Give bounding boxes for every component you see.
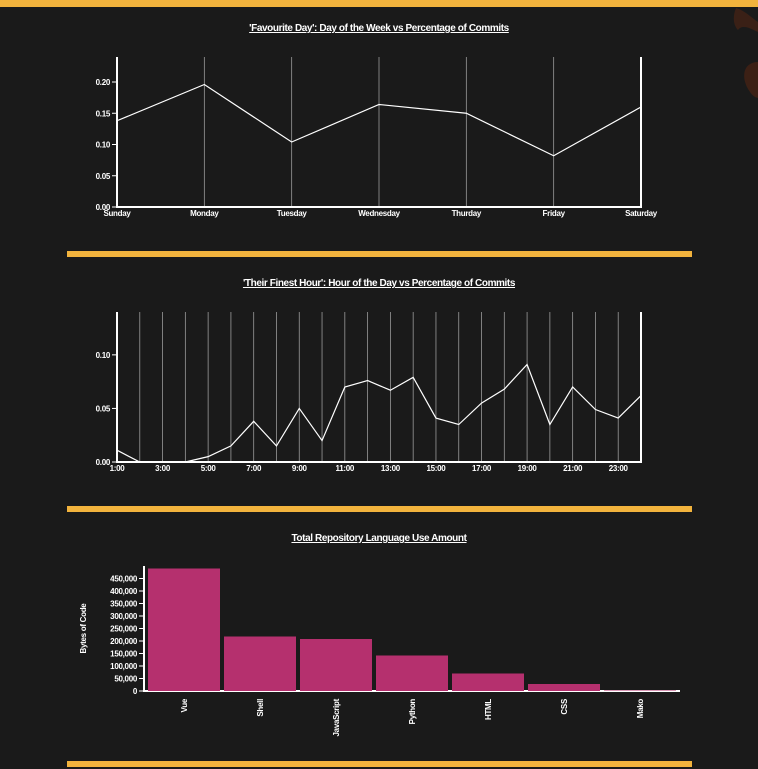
decorative-corner-shape — [733, 8, 758, 98]
x-tick-label: Thurday — [452, 209, 482, 218]
x-tick-label: 13:00 — [381, 464, 401, 473]
x-tick-label: 19:00 — [518, 464, 538, 473]
x-tick-label: 15:00 — [426, 464, 446, 473]
x-tick-label: 9:00 — [292, 464, 308, 473]
top-accent-bar — [0, 0, 758, 7]
y-tick-label: 450,000 — [110, 575, 138, 584]
bar — [300, 639, 372, 691]
x-tick-label: 1:00 — [110, 464, 126, 473]
x-tick-label: Shell — [256, 699, 265, 717]
x-tick-label: Saturday — [625, 209, 658, 218]
x-tick-label: 23:00 — [609, 464, 629, 473]
y-tick-label: 400,000 — [110, 587, 138, 596]
x-tick-label: 17:00 — [472, 464, 492, 473]
section-divider — [67, 506, 692, 512]
series-line — [116, 363, 642, 463]
x-tick-label: Mako — [636, 699, 645, 719]
x-tick-label: CSS — [560, 698, 569, 715]
x-tick-label: Wednesday — [358, 209, 400, 218]
x-tick-label: 3:00 — [155, 464, 171, 473]
line-chart-hour-of-day: 0.00 0.05 0.10 1:00 3:00 5:00 7:00 9:00 11:00 13:… — [96, 312, 642, 473]
y-tick-label: 150,000 — [110, 650, 138, 659]
y-tick-label: 0.15 — [96, 109, 111, 118]
x-tick-label: 7:00 — [246, 464, 262, 473]
y-axis-label: Bytes of Code — [79, 603, 88, 654]
chart-title-language-use: Total Repository Language Use Amount — [291, 533, 467, 544]
chart-title-finest-hour: 'Their Finest Hour': Hour of the Day vs … — [242, 278, 516, 289]
x-tick-label: 5:00 — [201, 464, 217, 473]
x-tick-label: Tuesday — [277, 209, 308, 218]
bar — [148, 568, 220, 691]
y-tick-label: 0.00 — [96, 458, 111, 467]
y-tick-label: 250,000 — [110, 625, 138, 634]
x-tick-label: 21:00 — [563, 464, 583, 473]
bar — [604, 690, 676, 691]
y-tick-label: 0.20 — [96, 78, 111, 87]
line-chart-day-of-week: 0.00 0.05 0.10 0.15 0.20 Sunday Monday Tuesday W… — [96, 57, 658, 218]
bar — [452, 673, 524, 691]
y-tick-label: 0.10 — [96, 351, 111, 360]
section-divider — [67, 761, 692, 767]
y-tick-label: 300,000 — [110, 612, 138, 621]
x-tick-label: Monday — [190, 209, 219, 218]
y-tick-label: 100,000 — [110, 662, 138, 671]
x-tick-label: HTML — [484, 699, 493, 720]
bar — [376, 655, 448, 691]
y-tick-label: 0.10 — [96, 141, 111, 150]
bar — [224, 636, 296, 691]
y-tick-label: 0.05 — [96, 404, 111, 413]
section-divider — [67, 251, 692, 257]
bar — [528, 684, 600, 691]
x-tick-label: Sunday — [103, 209, 131, 218]
series-line — [116, 83, 642, 157]
y-tick-label: 0.00 — [96, 203, 111, 212]
y-tick-label: 200,000 — [110, 637, 138, 646]
x-tick-label: 11:00 — [336, 464, 355, 473]
chart-title-favourite-day: 'Favourite Day': Day of the Week vs Perc… — [249, 23, 509, 34]
x-tick-label: Vue — [180, 698, 189, 712]
y-tick-label: 50,000 — [114, 675, 138, 684]
y-tick-label: 350,000 — [110, 600, 138, 609]
x-tick-label: Python — [408, 699, 417, 725]
x-tick-label: JavaScript — [332, 698, 341, 736]
y-tick-label: 0 — [133, 687, 138, 696]
x-tick-label: Friday — [543, 209, 566, 218]
y-tick-label: 0.05 — [96, 172, 111, 181]
